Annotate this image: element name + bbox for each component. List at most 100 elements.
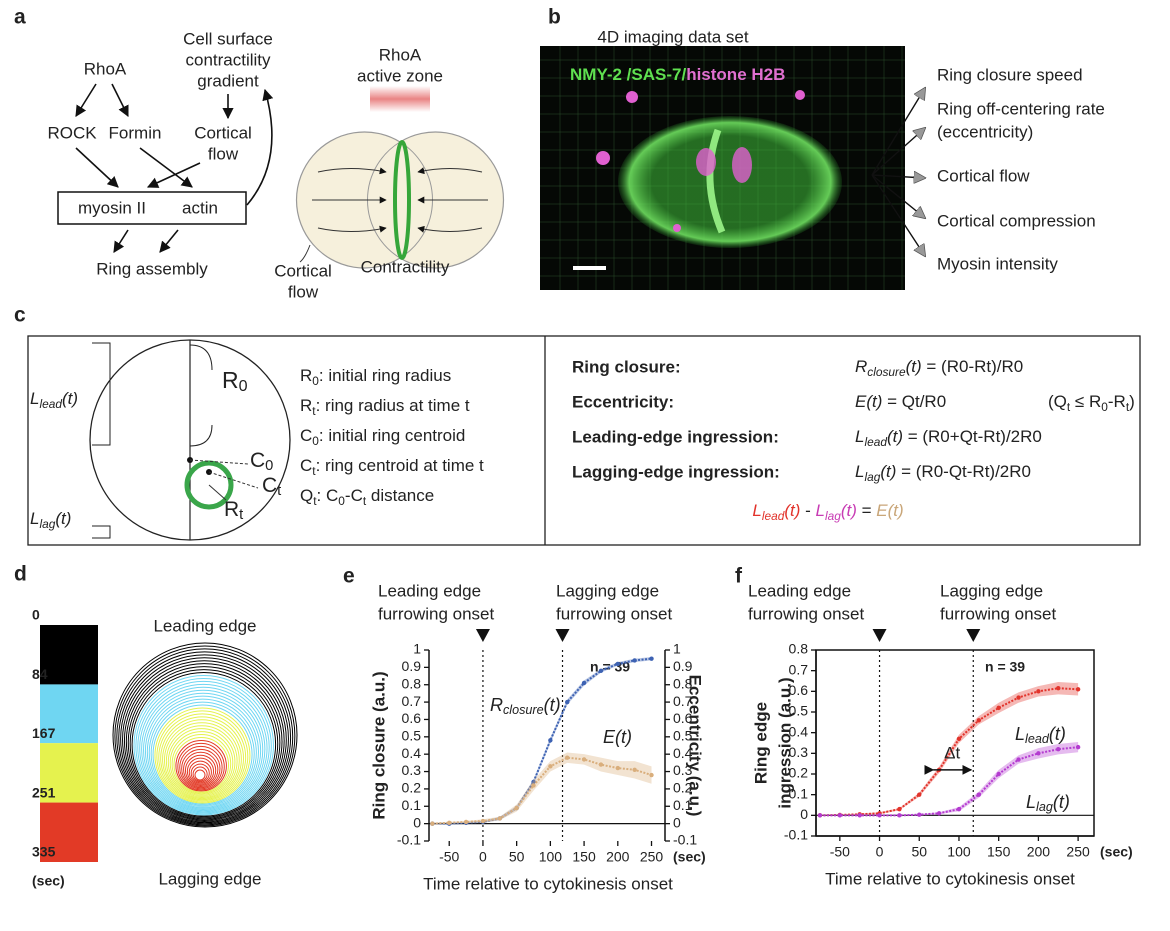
point bbox=[548, 738, 553, 743]
frame bbox=[27, 335, 1141, 546]
text-part: R bbox=[490, 695, 503, 715]
point bbox=[996, 771, 1001, 777]
contour bbox=[190, 763, 210, 783]
text-part: R bbox=[222, 367, 239, 393]
label: Formin bbox=[109, 123, 162, 142]
contour bbox=[192, 766, 208, 782]
contour bbox=[184, 754, 217, 786]
contour bbox=[162, 719, 242, 800]
contour bbox=[148, 698, 257, 807]
text-part: - bbox=[800, 501, 815, 520]
label: Contractility bbox=[361, 257, 450, 276]
output: Cortical flow bbox=[937, 166, 1030, 185]
point bbox=[837, 813, 843, 818]
contour bbox=[116, 648, 294, 826]
ct: Ct bbox=[262, 474, 281, 499]
text-part: t bbox=[363, 494, 367, 508]
text-part: lead bbox=[39, 397, 62, 411]
equation-formula: Llead(t) = (R0+Qt-Rt)/2R0 bbox=[855, 427, 1042, 449]
point bbox=[1036, 751, 1041, 756]
panel-b: 4D imaging data set NMY-2 /SAS-7/histone… bbox=[540, 27, 1105, 290]
equation-name: Ring closure: bbox=[572, 357, 681, 376]
text-part: t bbox=[312, 404, 316, 418]
l-lead: Llead(t) bbox=[30, 389, 78, 411]
point bbox=[480, 818, 486, 824]
onset-label: Leading edge bbox=[378, 581, 481, 600]
text-part: closure bbox=[867, 365, 906, 379]
contour bbox=[133, 674, 274, 816]
text-part: L bbox=[30, 389, 39, 408]
text-part: distance bbox=[366, 486, 434, 505]
equations: Ring closure: Rclosure(t) = (R0-Rt)/R0Ecc… bbox=[572, 357, 1135, 484]
y-tick-label: 0.3 bbox=[402, 762, 422, 778]
output: Ring off-centering rate bbox=[937, 99, 1105, 118]
text-part: = (R0+Qt-Rt)/2R0 bbox=[903, 427, 1042, 446]
equation-formula: Llag(t) = (R0-Qt-Rt)/2R0 bbox=[855, 462, 1031, 484]
text-part: t bbox=[277, 483, 281, 499]
panel-label: b bbox=[548, 6, 561, 29]
series-label: Llag(t) bbox=[1026, 792, 1070, 815]
contour bbox=[135, 677, 272, 815]
contour bbox=[154, 707, 251, 804]
text-part: 0 bbox=[239, 377, 248, 395]
point bbox=[1075, 744, 1081, 750]
histone-spots bbox=[596, 90, 805, 232]
contour bbox=[114, 645, 296, 827]
equation-name: Leading-edge ingression: bbox=[572, 427, 779, 446]
x-tick-label: 0 bbox=[876, 844, 884, 860]
y-tick-label: 0 bbox=[800, 806, 808, 822]
text-part: : initial ring centroid bbox=[319, 426, 465, 445]
contour bbox=[194, 769, 206, 781]
relation: Llead(t) - Llag(t) = E(t) bbox=[752, 501, 903, 523]
label: flow bbox=[208, 144, 239, 163]
point bbox=[632, 767, 637, 773]
contour bbox=[173, 737, 230, 793]
text-part: ) bbox=[1129, 392, 1135, 411]
text-part: L bbox=[855, 462, 864, 481]
arrows bbox=[75, 83, 274, 253]
series-label: Rclosure(t) bbox=[490, 695, 561, 718]
onset-label: furrowing onset bbox=[556, 604, 673, 623]
label: actin bbox=[182, 198, 218, 217]
point bbox=[531, 783, 536, 788]
panel-d: Leading edge Lagging edge (sec) 0 84 167 25… bbox=[32, 607, 298, 889]
y-tick-label: -0.1 bbox=[784, 827, 808, 843]
point bbox=[956, 736, 962, 742]
equation-name: Eccentricity: bbox=[572, 392, 674, 411]
text-part: lag bbox=[864, 470, 880, 484]
arc bbox=[189, 344, 213, 371]
x-tick-label: 150 bbox=[987, 844, 1011, 860]
onset-marker bbox=[872, 629, 887, 642]
contour bbox=[158, 713, 247, 802]
text-part: L bbox=[855, 427, 864, 446]
contour bbox=[137, 680, 270, 814]
stain-part: histone H2B bbox=[686, 65, 785, 84]
ring-signal bbox=[706, 128, 726, 234]
label: RhoA bbox=[84, 59, 127, 78]
panel-label: c bbox=[14, 304, 26, 327]
text-part: : C bbox=[317, 486, 339, 505]
text-part: : initial ring radius bbox=[319, 366, 451, 385]
label: Lagging edge bbox=[158, 869, 261, 888]
text-part: 0 bbox=[338, 494, 345, 508]
c0: C0 bbox=[250, 449, 273, 474]
contour bbox=[152, 704, 253, 805]
leader bbox=[208, 484, 227, 501]
onset-label: furrowing onset bbox=[378, 604, 495, 623]
contour bbox=[129, 669, 279, 818]
y-tick-label: 0.6 bbox=[789, 682, 809, 698]
x-tick-label: 100 bbox=[539, 849, 563, 865]
output: (eccentricity) bbox=[937, 122, 1033, 141]
text-part: t bbox=[1067, 400, 1071, 414]
chart: -0.100.10.20.30.40.50.60.70.80.91-0.100.… bbox=[369, 581, 705, 893]
text-part: (t) bbox=[887, 427, 903, 446]
text-part: lag bbox=[39, 517, 55, 531]
contour bbox=[118, 651, 292, 825]
text-part: C bbox=[262, 474, 277, 497]
text-part: (t) bbox=[544, 695, 561, 715]
point bbox=[976, 792, 982, 797]
y2-tick-label: 0.2 bbox=[673, 780, 693, 796]
text-part: : ring radius at time t bbox=[316, 396, 470, 415]
x-tick-label: 0 bbox=[479, 849, 487, 865]
